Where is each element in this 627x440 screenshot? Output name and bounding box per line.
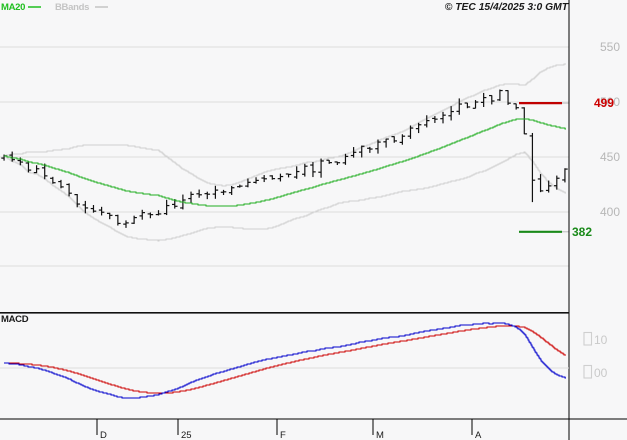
svg-text:A: A [475,430,482,440]
svg-text:MACD: MACD [1,314,29,325]
svg-text:F: F [280,430,286,440]
svg-text:MA20: MA20 [1,2,25,13]
svg-text:550: 550 [600,40,620,54]
svg-text:© TEC 15/4/2025 3:0 GMT: © TEC 15/4/2025 3:0 GMT [445,2,570,13]
svg-text:M: M [376,430,384,440]
svg-text:450: 450 [600,150,620,164]
svg-text:400: 400 [600,205,620,219]
svg-text:BBands: BBands [55,2,89,13]
svg-text:382: 382 [572,225,592,239]
svg-text:25: 25 [181,430,192,440]
svg-text:00: 00 [594,366,608,380]
svg-text:499: 499 [594,96,614,110]
svg-text:D: D [100,430,107,440]
svg-text:10: 10 [594,333,608,347]
